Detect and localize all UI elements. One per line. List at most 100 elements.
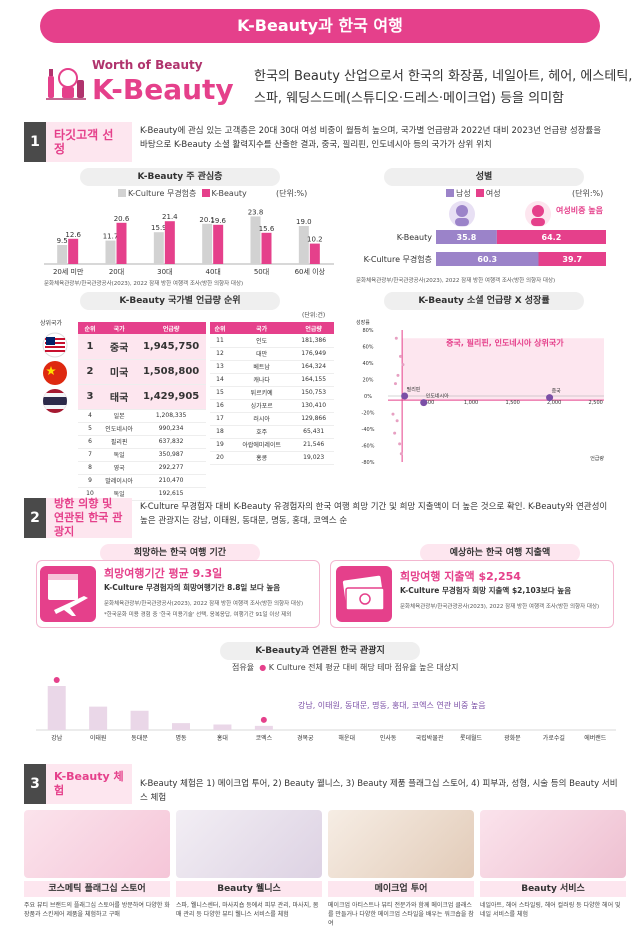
mentions-cell: 192,615	[136, 487, 206, 501]
place-tick-label: 명동	[175, 734, 187, 742]
rank-table-title: K-Beauty 국가별 언급량 순위	[80, 292, 280, 310]
age-bar	[68, 238, 79, 264]
legend-swatch-culture	[118, 189, 126, 197]
male-person-icon	[449, 201, 475, 227]
age-bar-label: 19.6	[210, 217, 226, 225]
table-row: 5 인도네시아 990,234	[78, 422, 206, 436]
section-2-label: 방한 의향 및 연관된 한국 관광지	[46, 497, 132, 538]
rank-cell: 13	[210, 360, 230, 374]
scatter-point	[391, 412, 395, 416]
gender-bar-label: 60.3	[477, 255, 497, 264]
place-tick-label: 해운대	[338, 734, 355, 742]
age-chart-source: 문화체육관광부/한국관광공사(2023), 2022 잠재 방한 여행객 조사(…	[44, 281, 244, 287]
y-tick-label: 60%	[362, 345, 373, 351]
rank-cell: 19	[210, 438, 230, 452]
age-bar	[57, 245, 68, 264]
age-bar	[250, 216, 261, 264]
x-tick-label: 1,000	[464, 400, 478, 406]
gender-chart-legend: 남성 여성	[446, 188, 501, 199]
brand-subtitle: Worth of Beauty	[92, 58, 203, 72]
highlight-region	[402, 338, 604, 401]
age-bar-label: 11.7	[103, 233, 119, 241]
rank-header-country: 국가	[102, 322, 137, 334]
place-chart: 강남 이태원 동대문 명동 홍대 코엑스 경복궁 해운대 인사동 국립박물관 롯데월드 광화문 가로수길…	[36, 677, 616, 742]
rank-cell: 17	[210, 412, 230, 426]
x-axis-label: 언급량	[590, 455, 604, 462]
rank-cell: 14	[210, 373, 230, 387]
experience-card: Beauty 웰니스 스파, 웰니스센터, 마사지숍 등에서 피부 관리, 마사…	[176, 810, 322, 919]
rank-cell: 2	[78, 359, 102, 385]
scatter-point-label: 필리핀	[407, 386, 421, 393]
age-bar	[213, 224, 224, 264]
us-flag-icon	[42, 332, 68, 358]
age-bar-label: 20.6	[114, 215, 130, 223]
country-cell: 캐나다	[230, 373, 294, 387]
mentions-cell: 1,945,750	[136, 334, 206, 360]
table-row: 20 홍콩 19,023	[210, 451, 334, 465]
brand-title: K-Beauty	[92, 73, 234, 106]
age-bar	[116, 222, 127, 264]
country-cell: 러시아	[230, 412, 294, 426]
place-dot	[260, 716, 267, 723]
place-bar	[172, 723, 190, 730]
age-bar-label: 15.6	[259, 225, 275, 233]
country-cell: 중국	[102, 334, 137, 360]
rank-header-mentions: 언급량	[136, 322, 206, 334]
experience-title: Beauty 서비스	[480, 881, 626, 897]
country-cell: 인도	[230, 334, 294, 348]
rank-table-left: 순위 국가 언급량 1 중국 1,945,750 2 미국 1,508,800 3 태국 1,4…	[78, 322, 206, 501]
country-cell: 일본	[102, 409, 137, 423]
gender-bar	[496, 230, 606, 244]
gender-bar	[436, 252, 539, 266]
period-main: 희망여행기간 평균 9.3일	[104, 567, 223, 580]
place-tick-label: 경복궁	[297, 735, 314, 742]
table-row: 14 캐나다 164,155	[210, 373, 334, 387]
experience-description: 스파, 웰니스센터, 마사지숍 등에서 피부 관리, 마사지, 몸매 관리 등 …	[176, 902, 319, 918]
mentions-cell: 990,234	[136, 422, 206, 436]
place-bar	[213, 724, 232, 730]
age-tick-label: 40대	[205, 268, 220, 276]
section-1-number: 1	[24, 122, 46, 162]
table-row: 1 중국 1,945,750	[78, 334, 206, 360]
x-tick-label: 2,500	[589, 400, 603, 406]
page-title: K-Beauty과 한국 여행	[40, 9, 600, 43]
rank-header-mentions: 언급량	[293, 322, 334, 334]
legend-swatch-male	[446, 189, 454, 197]
rank-cell: 6	[78, 435, 102, 449]
table-row: 3 태국 1,429,905	[78, 384, 206, 410]
place-bar	[130, 710, 149, 730]
x-tick-label: 1,500	[505, 400, 519, 406]
experience-card: 코스메틱 플래그십 스토어 주요 뷰티 브랜드의 플래그십 스토어를 방문하여 …	[24, 810, 170, 919]
gender-chart: K-Beauty 35.8 64.2 K-Culture 무경험층 60.3 39.7	[364, 230, 606, 266]
period-note: *한국문화 미용 경험 중 '한국 미용기술' 선택, 응복응답, 여행기간 9…	[104, 612, 292, 618]
mentions-cell: 21,546	[293, 438, 334, 452]
table-row: 4 일본 1,208,335	[78, 409, 206, 423]
table-row: 6 필리핀 637,832	[78, 435, 206, 449]
experience-description: 네일아트, 헤어 스타일링, 헤어 컬러링 등 다양한 헤어 및 네일 서비스를…	[480, 902, 621, 918]
age-bar-label: 12.6	[65, 231, 81, 239]
rank-header-country: 국가	[230, 322, 294, 334]
spend-box-title: 예상하는 한국 여행 지출액	[420, 544, 580, 562]
y-tick-label: -20%	[362, 411, 375, 417]
period-sub: K-Culture 무경험자의 희망여행기간 8.8일 보다 높음	[104, 583, 281, 592]
gender-bar-label: 35.8	[457, 233, 477, 242]
legend-swatch-beauty	[201, 189, 210, 197]
y-tick-label: 40%	[362, 361, 373, 367]
table-row: 17 러시아 129,866	[210, 412, 334, 426]
place-tick-label: 이태원	[90, 734, 107, 742]
mentions-cell: 19,023	[293, 451, 334, 465]
cosmetics-icon	[46, 68, 86, 100]
mentions-cell: 292,277	[136, 461, 206, 475]
scatter-point-label: 인도네시아	[426, 393, 449, 400]
china-flag-icon	[43, 361, 67, 385]
mentions-cell: 1,429,905	[136, 384, 206, 410]
rank-cell: 9	[78, 474, 102, 488]
rank-cell: 3	[78, 384, 102, 410]
y-axis-label: 성장률	[356, 319, 370, 326]
table-row: 8 영국 292,277	[78, 461, 206, 475]
country-cell: 태국	[102, 384, 137, 410]
gender-bar	[538, 252, 606, 266]
place-tick-label: 홍대	[217, 734, 228, 742]
rank-cell: 4	[78, 409, 102, 423]
legend-dot-label: K Culture 전체 평균 대비 해당 테마 점유율 높은 대상지	[268, 663, 459, 672]
